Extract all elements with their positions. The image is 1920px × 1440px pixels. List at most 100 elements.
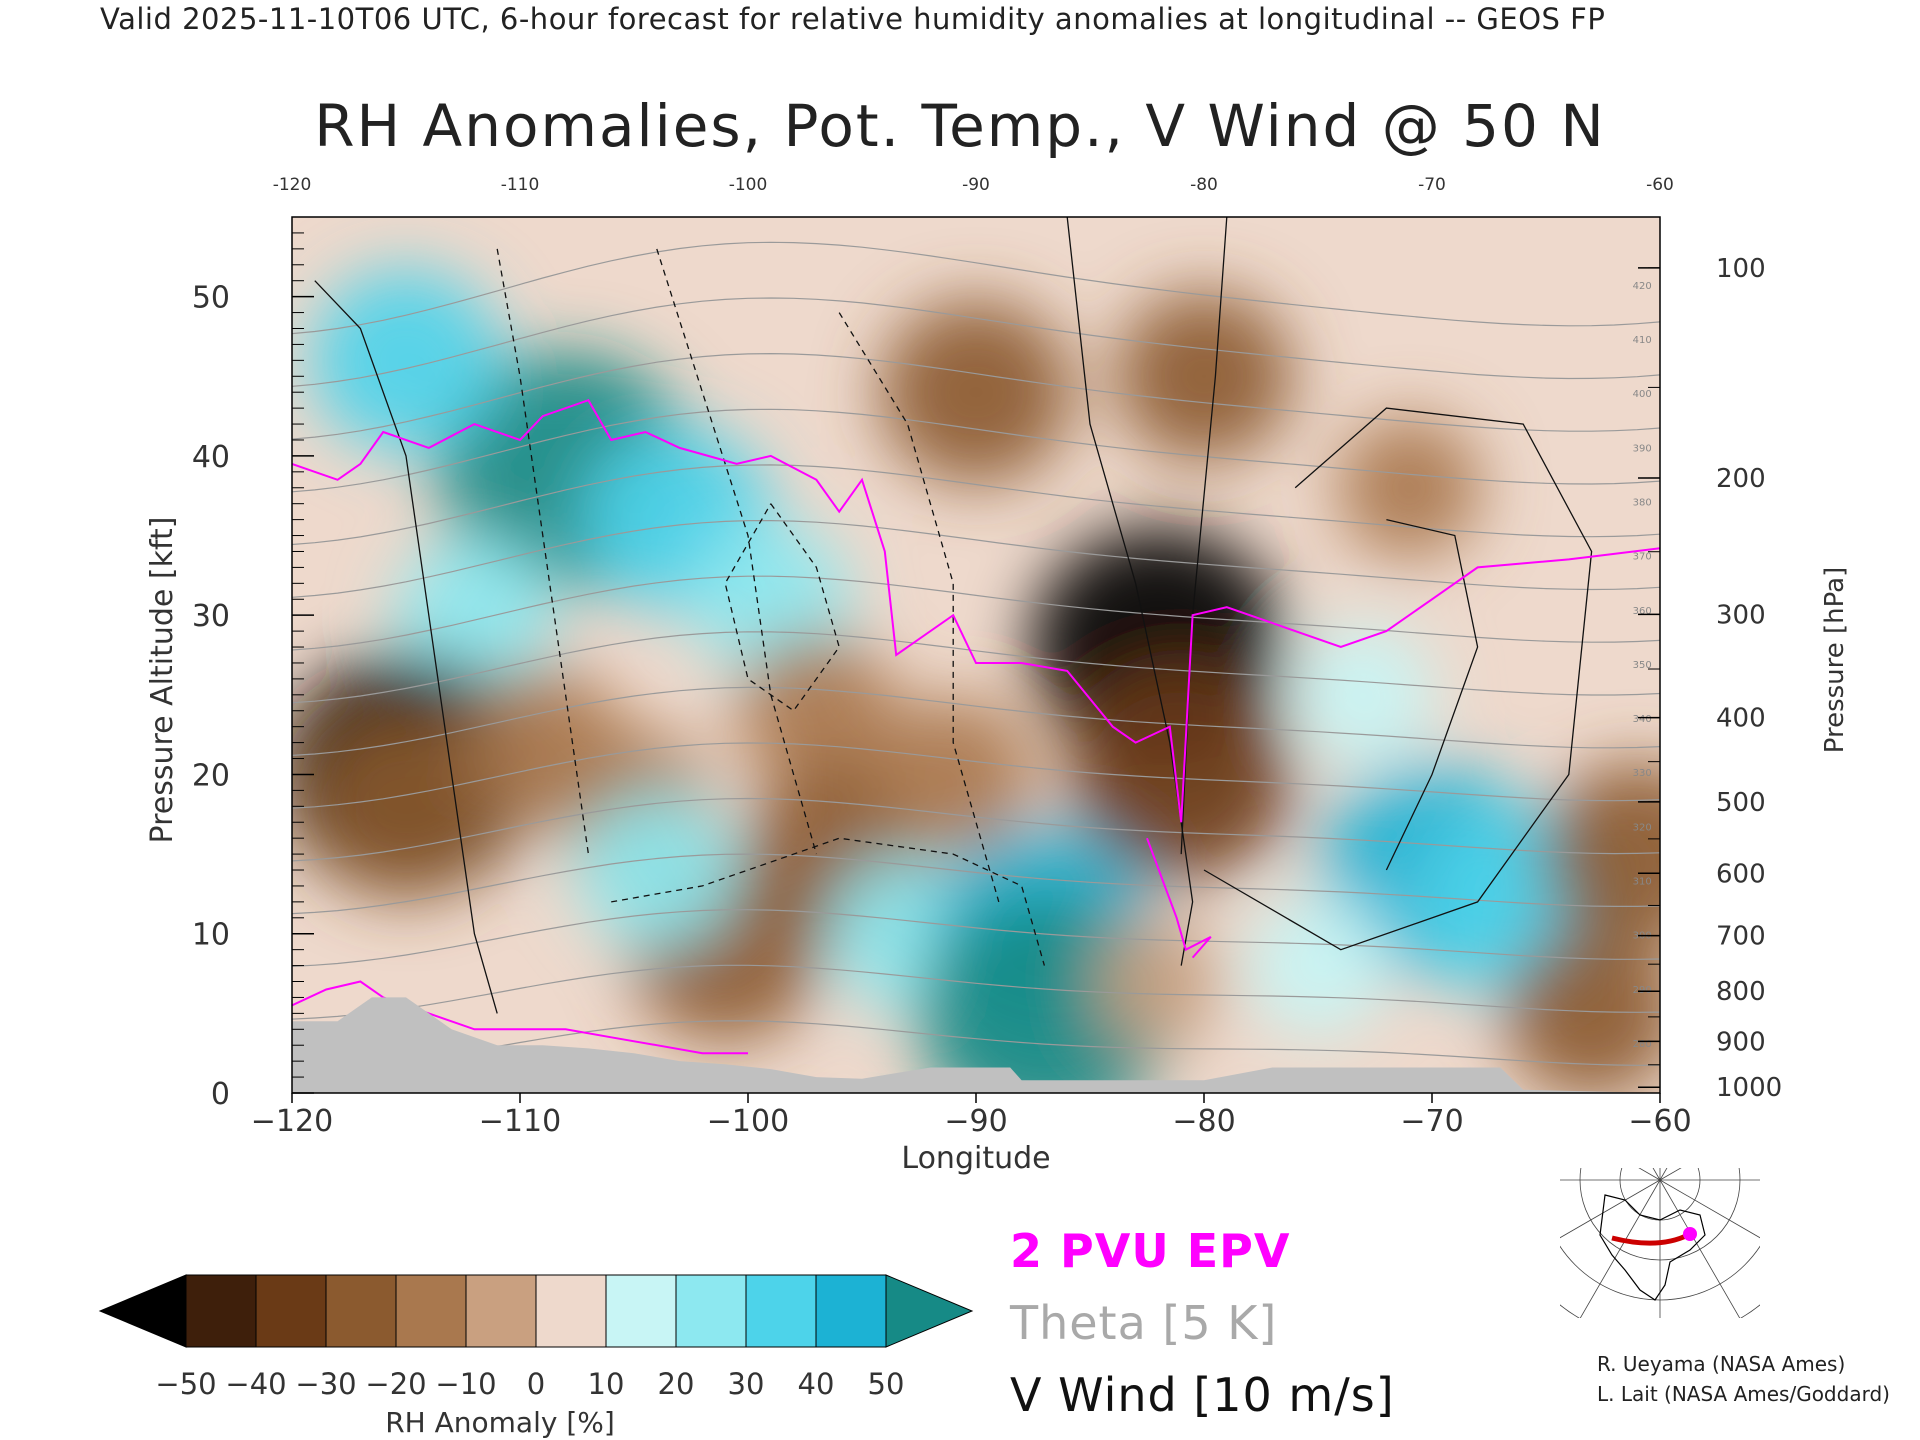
colorbar-bin (185, 1274, 257, 1348)
colorbar-tick-label: 10 (588, 1367, 625, 1401)
credit-line-2: L. Lait (NASA Ames/Goddard) (1597, 1382, 1890, 1406)
y-axis-label-left: Pressure Altitude [kft] (145, 517, 180, 844)
pressure-tick-label: 1000 (1716, 1073, 1782, 1103)
x-top-tick-label: -80 (1190, 175, 1218, 195)
meridian-line (1560, 1179, 1661, 1239)
v-wind-contour (1203, 407, 1593, 951)
colorbar-tick-label: −10 (435, 1367, 496, 1401)
v-wind-contour (838, 312, 1000, 903)
x-top-tick-label: -110 (501, 175, 540, 195)
v-wind-contour (1385, 518, 1479, 871)
theta-label: 420 (1633, 281, 1652, 292)
legend-vwind: V Wind [10 m/s] (1010, 1368, 1395, 1422)
theta-label: 400 (1633, 389, 1652, 400)
rh-anomaly-blob (576, 792, 737, 949)
theta-isentrope (292, 631, 1660, 704)
locator-map (1560, 1168, 1760, 1318)
header-text: Valid 2025-11-10T06 UTC, 6-hour forecast… (100, 2, 1606, 36)
pressure-tick-label: 600 (1716, 859, 1766, 889)
y-axis-label-right: Pressure [hPa] (1820, 567, 1850, 754)
y-tick-label-left: 30 (192, 599, 230, 634)
theta-isentrope (292, 853, 1660, 915)
rh-anomaly-blobs (292, 268, 1660, 1093)
rh-anomaly-blob (880, 300, 1072, 485)
theta-isentrope (292, 1020, 1660, 1073)
colorbar-bin (675, 1274, 747, 1348)
rh-anomaly-blob (1337, 416, 1482, 559)
theta-label: 350 (1633, 660, 1652, 671)
theta-label: 280 (1633, 1039, 1652, 1050)
chart-title: RH Anomalies, Pot. Temp., V Wind @ 50 N (314, 92, 1606, 160)
v-wind-contours (314, 217, 1593, 1014)
rh-anomaly-blob (1246, 894, 1390, 1037)
x-axis-label: Longitude (901, 1141, 1050, 1176)
v-wind-contour (611, 837, 1046, 966)
epv-contour-line (1146, 837, 1212, 959)
x-top-tick-label: -60 (1646, 175, 1674, 195)
pressure-tick-label: 200 (1716, 464, 1766, 494)
colorbar-bin (745, 1274, 817, 1348)
theta-label: 410 (1633, 335, 1652, 346)
v-wind-contour (314, 280, 498, 1014)
x-tick-label: −100 (707, 1104, 789, 1139)
colorbar-bin (325, 1274, 397, 1348)
theta-label: 370 (1633, 552, 1652, 563)
theta-label: 340 (1633, 714, 1652, 725)
x-tick-label: −90 (944, 1104, 1007, 1139)
colorbar-tick-label: 20 (658, 1367, 695, 1401)
theta-isentrope (292, 241, 1660, 335)
locator-map-body (1560, 1168, 1760, 1318)
colorbar-bin (395, 1274, 467, 1348)
pressure-tick-label: 900 (1716, 1027, 1766, 1057)
rh-anomaly-blob (310, 714, 502, 899)
theta-label: 320 (1633, 822, 1652, 833)
theta-label: 390 (1633, 443, 1652, 454)
rh-anomaly-field: 2802903003103203303403503603703803904004… (292, 217, 1660, 1093)
colorbar-bin (815, 1274, 887, 1348)
colorbar: −50 −40 −30 −20 −10 0 10 20 30 40 50 (98, 1274, 974, 1401)
theta-label: 380 (1633, 497, 1652, 508)
x-tick-label: −110 (479, 1104, 561, 1139)
x-tick-label: −80 (1172, 1104, 1235, 1139)
epv-2pvu-contour (292, 398, 1660, 1055)
colorbar-label: RH Anomaly [%] (385, 1406, 615, 1439)
epv-contour-line (292, 398, 1660, 823)
epv-contour-line (292, 980, 748, 1055)
rh-anomaly-blob (1291, 623, 1436, 766)
pressure-tick-label: 700 (1716, 922, 1766, 952)
theta-label: 360 (1633, 606, 1652, 617)
x-tick-label: −60 (1628, 1104, 1691, 1139)
colorbar-tick-label: 50 (868, 1367, 905, 1401)
colorbar-bin (465, 1274, 537, 1348)
colorbar-under-arrow (98, 1274, 187, 1348)
pressure-tick-label: 500 (1716, 788, 1766, 818)
rh-anomaly-blob (310, 268, 502, 453)
meridian-line (1659, 1179, 1741, 1318)
theta-isentropes: 2802903003103203303403503603703803904004… (292, 241, 1660, 1073)
rh-anomaly-blob (1094, 917, 1223, 1046)
theta-isentrope (292, 686, 1660, 756)
theta-isentrope (292, 352, 1660, 440)
colorbar-over-arrow (885, 1274, 974, 1348)
x-top-tick-label: -90 (962, 175, 990, 195)
pressure-tick-label: 800 (1716, 977, 1766, 1007)
theta-isentrope (292, 964, 1660, 1020)
y-tick-label-left: 20 (192, 758, 230, 793)
theta-isentrope (292, 464, 1660, 546)
colorbar-tick-label: 40 (798, 1367, 835, 1401)
colorbar-tick-label: −50 (155, 1367, 216, 1401)
rh-anomaly-blob (1503, 928, 1660, 1093)
y-tick-label-left: 0 (211, 1077, 230, 1112)
v-wind-contour (496, 248, 590, 855)
colorbar-tick-label: −30 (295, 1367, 356, 1401)
theta-isentrope (292, 575, 1660, 651)
theta-isentrope (292, 797, 1660, 862)
x-top-tick-label: -120 (273, 175, 312, 195)
y-tick-label-left: 40 (192, 440, 230, 475)
theta-isentrope (292, 520, 1660, 598)
chart-axes: −120 -120 −110 -110 −100 -100 −90 -90 −80 -80 −70 -… (192, 175, 1782, 1139)
x-top-tick-label: -100 (729, 175, 768, 195)
theta-label: 290 (1633, 985, 1652, 996)
y-tick-label-left: 10 (192, 918, 230, 953)
